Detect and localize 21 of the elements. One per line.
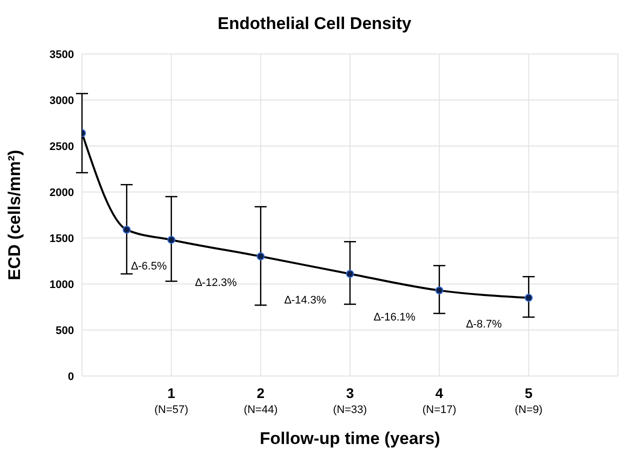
y-tick-label: 1500 — [50, 232, 74, 245]
annotation: ∆-14.3% — [284, 294, 326, 307]
y-tick-label: 500 — [56, 324, 74, 337]
annotation: ∆-8.7% — [466, 318, 502, 331]
y-tick-label: 3500 — [50, 48, 74, 61]
y-tick-label: 2000 — [50, 186, 74, 199]
y-tick-label: 0 — [68, 370, 74, 383]
x-axis-title: Follow-up time (years) — [260, 429, 440, 448]
annotation: ∆-16.1% — [374, 311, 416, 324]
y-axis-title: ECD (cells/mm²) — [5, 150, 24, 280]
annotation: ∆-12.3% — [195, 277, 238, 290]
y-tick-label: 3000 — [50, 94, 74, 107]
y-tick-label: 2500 — [50, 140, 74, 153]
x-tick-label: 4 (N=17) — [422, 385, 456, 416]
x-tick-label: 1 (N=57) — [154, 385, 188, 416]
chart-title: Endothelial Cell Density — [216, 14, 412, 34]
annotation: ∆-6.5% — [131, 260, 167, 273]
x-tick-label: 3 (N=33) — [333, 385, 367, 416]
y-tick-label: 1000 — [50, 278, 74, 291]
x-tick-label: 5 (N=9) — [514, 385, 543, 416]
x-tick-label: 2 (N=44) — [244, 385, 278, 416]
